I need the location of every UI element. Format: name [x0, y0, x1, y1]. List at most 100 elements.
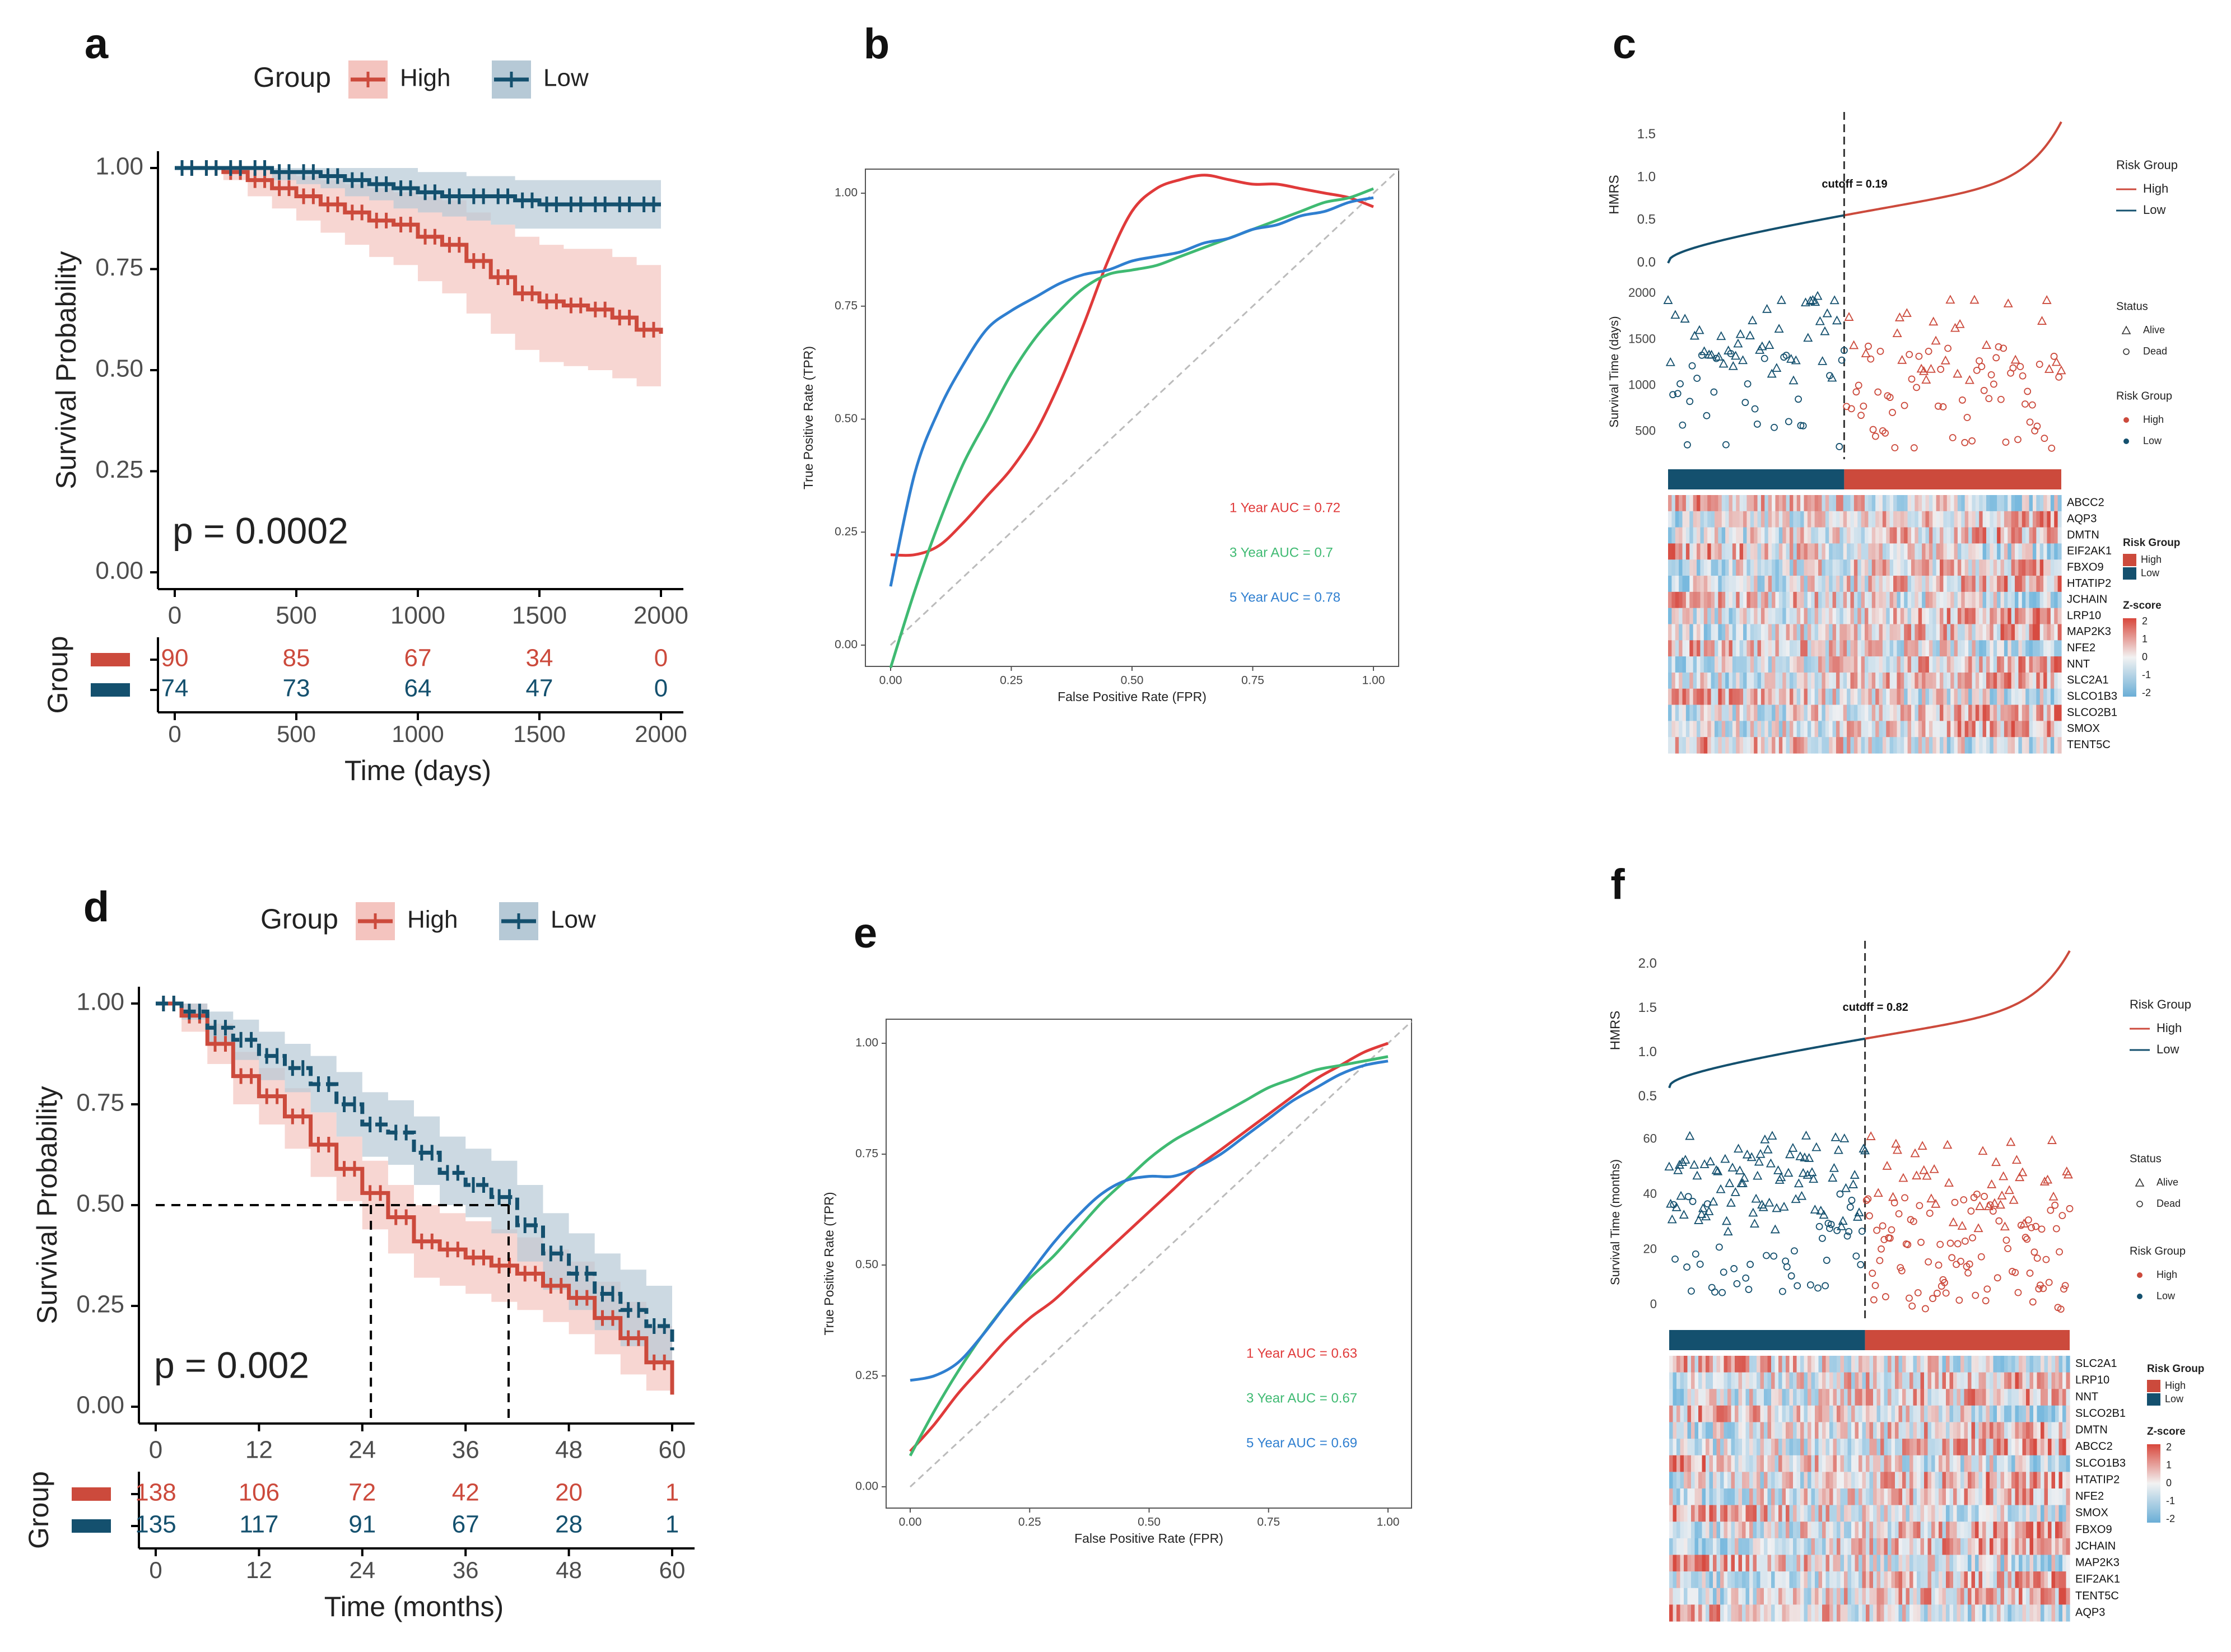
heatmap-cell — [1939, 1604, 1943, 1622]
heatmap-cell — [1957, 495, 1962, 512]
heatmap-cell — [1869, 1389, 1874, 1406]
heatmap-cell — [1782, 608, 1787, 625]
heatmap-cell — [1900, 559, 1904, 576]
heatmap-cell — [2029, 1389, 2034, 1406]
heatmap-cell — [2018, 672, 2023, 689]
heatmap-cell — [1975, 495, 1980, 512]
heatmap-cell — [1702, 1522, 1706, 1539]
heatmap-cell — [1975, 640, 1980, 657]
heatmap-cell — [1768, 495, 1772, 512]
heatmap-cell — [2041, 1405, 2045, 1423]
heatmap-cell — [1964, 704, 1969, 721]
heatmap-cell — [1850, 688, 1855, 706]
point-alive — [1733, 338, 1743, 348]
point-alive — [1680, 314, 1690, 323]
heatmap-cell — [1993, 704, 1997, 721]
heatmap-cell — [1931, 1356, 1936, 1373]
heatmap-cell — [1811, 1538, 1815, 1556]
point-alive — [1837, 1221, 1847, 1230]
heatmap-cell — [1687, 1538, 1692, 1556]
heatmap-cell — [1869, 1488, 1874, 1506]
heatmap-cell — [1851, 1439, 1856, 1456]
heatmap-cell — [1886, 591, 1890, 609]
heatmap-cell — [2033, 1405, 2038, 1423]
heatmap-cell — [1800, 624, 1805, 641]
heatmap-cell — [1997, 1538, 2001, 1556]
heatmap-cell — [1687, 1389, 1692, 1406]
heatmap-cell — [1839, 591, 1844, 609]
heatmap-cell — [1986, 721, 1990, 738]
heatmap-cell — [2036, 624, 2041, 641]
heatmap-cell — [1679, 688, 1683, 706]
heatmap-cell — [1735, 1422, 1739, 1439]
point-alive — [1945, 295, 1955, 304]
heatmap-cell — [1873, 1422, 1878, 1439]
heatmap-cell — [1743, 495, 1747, 512]
point-alive — [1910, 1148, 1920, 1158]
heatmap-cell — [2025, 672, 2030, 689]
heatmap-cell — [1906, 1522, 1910, 1539]
heatmap-cell — [2044, 1472, 2048, 1489]
heatmap-cell — [1898, 1422, 1903, 1439]
heatmap-cell — [1818, 608, 1823, 625]
heatmap-cell — [1694, 1356, 1699, 1373]
heatmap-cell — [1855, 1455, 1859, 1472]
heatmap-cell — [1893, 672, 1898, 689]
heatmap-cell — [1767, 1439, 1772, 1456]
heatmap-cell — [1750, 495, 1754, 512]
point-dead — [2057, 1305, 2065, 1313]
heatmap-cell — [1961, 656, 1965, 673]
heatmap-cell — [1732, 640, 1736, 657]
legend-dead-symbol — [2136, 1201, 2143, 1207]
heatmap-cell — [1721, 559, 1726, 576]
heatmap-cell — [1889, 608, 1894, 625]
heatmap-cell — [1917, 1505, 1921, 1522]
heatmap-cell — [1789, 527, 1794, 544]
heatmap-cell — [1889, 511, 1894, 528]
heatmap-cell — [1782, 688, 1787, 706]
heatmap-legend-group-swatch — [2123, 554, 2136, 566]
heatmap-cell — [2008, 1356, 2012, 1373]
heatmap-cell — [1693, 624, 1697, 641]
heatmap-cell — [1707, 688, 1712, 706]
heatmap-cell — [1900, 721, 1904, 738]
heatmap-cell — [1871, 543, 1876, 560]
heatmap-cell — [2062, 1439, 2067, 1456]
heatmap-cell — [1729, 543, 1733, 560]
heatmap-cell — [1940, 688, 1944, 706]
legend-risk-points-label: High — [2157, 1269, 2177, 1280]
point-dead — [1985, 395, 1993, 403]
heatmap-cell — [1727, 1405, 1732, 1423]
heatmap-cell — [1782, 704, 1787, 721]
heatmap-cell — [2054, 527, 2058, 544]
heatmap-cell — [2066, 1372, 2070, 1389]
heatmap-cell — [1833, 1588, 1837, 1605]
heatmap-cell — [1847, 1522, 1852, 1539]
heatmap-cell — [1800, 1571, 1805, 1589]
heatmap-cell — [1775, 704, 1780, 721]
heatmap-cell — [1725, 527, 1730, 544]
heatmap-cell — [2066, 1472, 2070, 1489]
heatmap-cell — [1808, 1505, 1812, 1522]
heatmap-cell — [1832, 640, 1837, 657]
heatmap-cell — [2047, 656, 2051, 673]
heatmap-cell — [2062, 1505, 2067, 1522]
heatmap-cell — [1979, 640, 1983, 657]
heatmap-cell — [1906, 1455, 1910, 1472]
heatmap-cell — [1786, 1555, 1790, 1572]
heatmap-legend-z-tick: 0 — [2142, 651, 2148, 662]
risk-table-cell: 117 — [239, 1511, 278, 1538]
heatmap-cell — [1837, 1488, 1841, 1506]
heatmap-cell — [2050, 527, 2055, 544]
heatmap-cell — [1739, 591, 1744, 609]
point-dead — [2019, 372, 2027, 380]
heatmap-cell — [2008, 1372, 2012, 1389]
heatmap-cell — [1807, 737, 1811, 754]
heatmap-cell — [1957, 1571, 1961, 1589]
heatmap-cell — [1800, 1604, 1805, 1622]
heatmap-cell — [2026, 1555, 2030, 1572]
heatmap-cell — [1693, 656, 1697, 673]
point-dead — [1935, 1261, 1943, 1269]
heatmap-cell — [2004, 1522, 2009, 1539]
